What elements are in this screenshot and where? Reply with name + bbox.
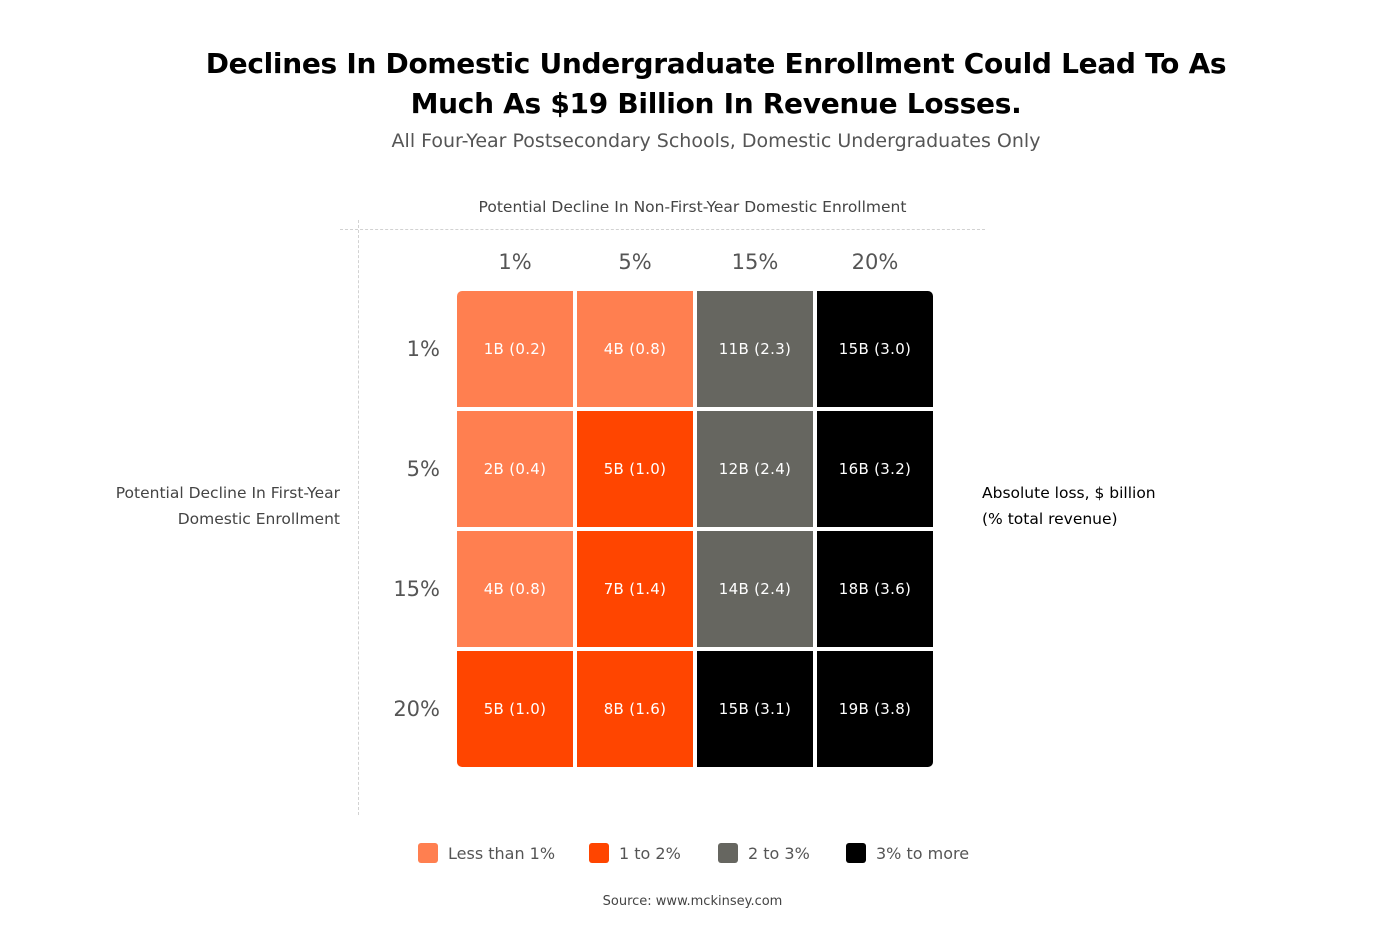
heatmap-cell: 4B (0.8) bbox=[457, 531, 573, 647]
legend-item: Less than 1% bbox=[418, 842, 555, 864]
heatmap-cell: 2B (0.4) bbox=[457, 411, 573, 527]
row-label: 15% bbox=[393, 577, 440, 601]
chart-title: Declines In Domestic Undergraduate Enrol… bbox=[0, 44, 1385, 124]
heatmap-cell: 11B (2.3) bbox=[697, 291, 813, 407]
legend-item: 1 to 2% bbox=[589, 842, 681, 864]
heatmap-cell: 8B (1.6) bbox=[577, 651, 693, 767]
legend-item: 3% to more bbox=[846, 842, 969, 864]
legend-label: 2 to 3% bbox=[748, 843, 810, 863]
row-label: 5% bbox=[406, 457, 440, 481]
heatmap-cell: 15B (3.0) bbox=[817, 291, 933, 407]
y-axis-title: Potential Decline In First-Year Domestic… bbox=[80, 480, 340, 532]
legend-label: 1 to 2% bbox=[619, 843, 681, 863]
x-axis-title: Potential Decline In Non-First-Year Dome… bbox=[478, 198, 907, 216]
chart-title-line-2: Much As $19 Billion In Revenue Losses. bbox=[410, 87, 1022, 120]
legend-swatch bbox=[718, 843, 738, 863]
column-label: 1% bbox=[498, 250, 532, 274]
heatmap-cell: 16B (3.2) bbox=[817, 411, 933, 527]
heatmap-cell: 15B (3.1) bbox=[697, 651, 813, 767]
heatmap-cell: 12B (2.4) bbox=[697, 411, 813, 527]
row-label: 1% bbox=[406, 337, 440, 361]
heatmap-grid: 1B (0.2) 4B (0.8) 11B (2.3) 15B (3.0) 2B (0.… bbox=[457, 291, 933, 767]
legend-swatch bbox=[589, 843, 609, 863]
chart-title-line-1: Declines In Domestic Undergraduate Enrol… bbox=[205, 47, 1227, 80]
column-label: 5% bbox=[618, 250, 652, 274]
legend-swatch bbox=[418, 843, 438, 863]
heatmap-cell: 7B (1.4) bbox=[577, 531, 693, 647]
value-unit-note-line-2: (% total revenue) bbox=[982, 510, 1118, 528]
column-label: 20% bbox=[851, 250, 899, 274]
heatmap-cell: 19B (3.8) bbox=[817, 651, 933, 767]
chart-subtitle: All Four-Year Postsecondary Schools, Dom… bbox=[391, 130, 1041, 152]
heatmap-cell: 4B (0.8) bbox=[577, 291, 693, 407]
x-axis-divider bbox=[340, 229, 985, 230]
y-axis-title-line-1: Potential Decline In First-Year bbox=[115, 484, 340, 502]
row-label: 20% bbox=[393, 697, 440, 721]
heatmap-cell: 5B (1.0) bbox=[457, 651, 573, 767]
heatmap-cell: 1B (0.2) bbox=[457, 291, 573, 407]
source-note: Source: www.mckinsey.com bbox=[602, 894, 783, 909]
column-label: 15% bbox=[731, 250, 779, 274]
value-unit-note: Absolute loss, $ billion (% total revenu… bbox=[982, 480, 1242, 532]
heatmap-cell: 14B (2.4) bbox=[697, 531, 813, 647]
legend-swatch bbox=[846, 843, 866, 863]
value-unit-note-line-1: Absolute loss, $ billion bbox=[982, 484, 1156, 502]
legend-item: 2 to 3% bbox=[718, 842, 810, 864]
legend-label: 3% to more bbox=[876, 843, 970, 863]
y-axis-title-line-2: Domestic Enrollment bbox=[177, 510, 340, 528]
heatmap-cell: 5B (1.0) bbox=[577, 411, 693, 527]
y-axis-divider bbox=[358, 220, 359, 815]
heatmap-cell: 18B (3.6) bbox=[817, 531, 933, 647]
legend-label: Less than 1% bbox=[448, 843, 556, 863]
